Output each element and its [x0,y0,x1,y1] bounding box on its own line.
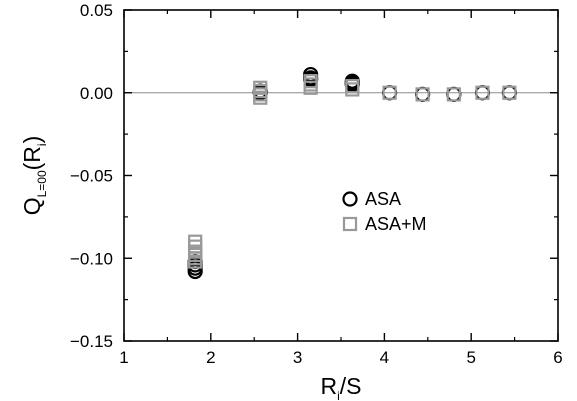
x-tick-label: 3 [293,348,302,367]
series-asa-m [188,74,517,269]
legend-label: ASA [365,189,401,209]
y-tick-label: −0.15 [70,332,113,351]
data-point-square [382,85,397,100]
x-tick-label: 2 [206,348,215,367]
data-point-square [415,87,430,102]
data-point-square [502,85,517,100]
y-tick-label: −0.05 [70,167,113,186]
data-point-square [188,254,203,269]
y-axis-label-open: (R [19,146,45,170]
legend-marker-circle [342,191,358,207]
data-point-circle [414,86,431,103]
x-tick-label: 5 [466,348,475,367]
y-tick-label: −0.10 [70,249,113,268]
y-tick-label: 0.05 [80,1,113,20]
x-axis-label: Ri/S [320,373,361,401]
x-axis-label-sub: i [337,389,340,401]
axes: 1 2 3 4 5 6 −0.15 −0.10 −0.05 0.00 0.05 Ri/S QL=00(R… [19,1,563,401]
plot-frame [123,9,559,342]
y-axis-label-sub2: i [35,143,49,146]
x-axis-label-main: R [320,373,337,399]
series-asa [187,66,517,280]
y-axis-label-main: Q [19,197,45,215]
data-point-square [345,82,360,97]
data-point-square [303,80,318,95]
y-axis-label-close: ) [19,136,45,144]
x-tick-label: 1 [119,348,128,367]
legend-label: ASA+M [365,214,427,234]
legend-marker-square [342,216,358,232]
y-axis-label: QL=00(Ri) [19,136,49,216]
data-point-square [475,85,490,100]
y-axis-label-sub: L=00 [35,170,49,197]
data-point-square [253,90,268,105]
data-point-square [446,87,461,102]
plot-area [124,66,558,280]
y-tick-label: 0.00 [80,84,113,103]
data-point-circle [446,86,462,103]
legend: ASA ASA+M [342,189,427,234]
x-tick-label: 4 [380,348,389,367]
x-axis-label-tail: /S [340,373,362,399]
x-tick-label: 6 [553,348,562,367]
